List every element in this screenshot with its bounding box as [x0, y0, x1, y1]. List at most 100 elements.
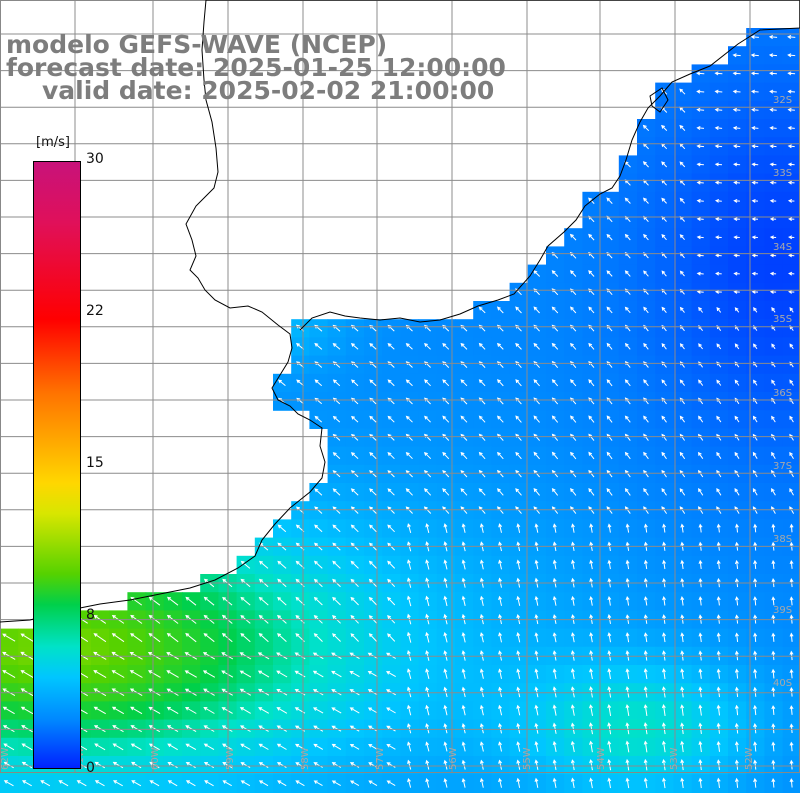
- wind-arrow: [716, 777, 721, 788]
- wind-arrow: [679, 343, 685, 350]
- wind-arrow: [714, 162, 723, 167]
- wind-arrow: [386, 743, 396, 750]
- wind-arrow: [752, 397, 758, 404]
- wind-arrow: [276, 762, 287, 769]
- wind-arrow: [552, 777, 557, 788]
- wind-arrow: [167, 743, 178, 751]
- wind-arrow: [771, 632, 776, 642]
- wind-arrow: [461, 704, 466, 716]
- wind-arrow: [351, 379, 359, 387]
- latitude-label: 40S: [773, 678, 792, 689]
- wind-arrow: [625, 740, 630, 753]
- wind-arrow: [533, 306, 540, 314]
- wind-arrow: [679, 306, 685, 313]
- wind-arrow: [425, 595, 430, 607]
- wind-arrow: [680, 596, 685, 606]
- wind-arrow: [147, 670, 161, 678]
- longitude-label: 52W: [744, 747, 755, 770]
- wind-arrow: [661, 415, 667, 423]
- wind-arrow: [443, 523, 448, 534]
- wind-arrow: [479, 523, 484, 533]
- wind-arrow: [589, 559, 594, 570]
- wind-arrow: [350, 633, 359, 642]
- wind-arrow: [478, 342, 486, 350]
- wind-arrow: [40, 780, 51, 787]
- wind-arrow: [643, 306, 649, 314]
- wind-arrow: [497, 451, 504, 460]
- wind-arrow: [624, 306, 631, 314]
- wind-arrow: [571, 595, 575, 606]
- wind-arrow: [662, 523, 666, 533]
- wind-arrow: [751, 107, 759, 112]
- wind-arrow: [368, 633, 378, 642]
- wind-arrow: [258, 725, 269, 732]
- wind-arrow: [2, 706, 15, 715]
- wind-arrow: [789, 723, 794, 734]
- wind-arrow: [771, 379, 776, 386]
- coastline: [0, 0, 800, 623]
- latitude-label: 36S: [773, 388, 792, 399]
- wind-arrow: [314, 524, 323, 533]
- wind-arrow: [314, 342, 323, 350]
- wind-arrow: [570, 306, 577, 314]
- wind-arrow: [478, 379, 486, 387]
- wind-arrow: [752, 415, 758, 423]
- wind-arrow: [753, 559, 758, 569]
- wind-arrow: [130, 633, 143, 643]
- wind-arrow: [698, 451, 704, 459]
- wind-arrow: [551, 342, 559, 350]
- wind-arrow: [570, 722, 575, 734]
- wind-arrow: [425, 759, 430, 770]
- wind-arrow: [750, 35, 759, 40]
- wind-arrow: [624, 360, 631, 368]
- wind-arrow: [148, 725, 161, 733]
- wind-arrow: [716, 559, 721, 569]
- wind-arrow: [733, 217, 740, 222]
- wind-arrow: [661, 270, 667, 277]
- wind-arrow: [643, 342, 649, 350]
- wind-arrow: [715, 235, 722, 240]
- wind-arrow: [698, 777, 703, 789]
- wind-arrow: [478, 451, 486, 460]
- wind-arrow: [534, 777, 539, 788]
- wind-arrow: [425, 523, 430, 534]
- colorbar-unit: [m/s]: [36, 135, 70, 150]
- wind-arrow: [589, 704, 593, 716]
- wind-arrow: [516, 523, 521, 533]
- wind-arrow: [350, 488, 359, 496]
- wind-arrow: [769, 217, 777, 222]
- wind-arrow: [733, 180, 741, 185]
- wind-arrow: [407, 778, 412, 788]
- wind-arrow: [789, 668, 794, 679]
- wind-arrow: [789, 596, 794, 606]
- wind-arrow: [733, 289, 740, 294]
- wind-arrow: [733, 271, 740, 276]
- wind-arrow: [753, 596, 758, 606]
- wind-arrow: [331, 762, 342, 768]
- wind-arrow: [350, 452, 359, 459]
- wind-arrow: [312, 707, 324, 714]
- wind-arrow: [680, 722, 685, 735]
- wind-arrow: [331, 780, 341, 787]
- wind-arrow: [624, 451, 631, 460]
- wind-arrow: [771, 759, 776, 770]
- wind-arrow: [240, 762, 251, 769]
- wind-arrow: [405, 379, 413, 387]
- wind-arrow: [368, 560, 377, 569]
- wind-arrow: [552, 759, 557, 770]
- wind-arrow: [771, 523, 776, 533]
- wind-arrow: [789, 487, 794, 496]
- wind-arrow: [331, 725, 342, 732]
- wind-arrow: [184, 670, 197, 678]
- wind-arrow: [606, 233, 613, 241]
- wind-arrow: [769, 180, 777, 185]
- wind-arrow: [661, 379, 667, 387]
- wind-arrow: [643, 668, 648, 680]
- wind-arrow: [734, 451, 740, 459]
- longitude-label: 54W: [596, 747, 607, 770]
- wind-arrow: [240, 780, 251, 787]
- wind-arrow: [589, 632, 594, 643]
- wind-arrow: [734, 704, 739, 716]
- wind-arrow: [349, 762, 360, 768]
- wind-arrow: [496, 415, 504, 423]
